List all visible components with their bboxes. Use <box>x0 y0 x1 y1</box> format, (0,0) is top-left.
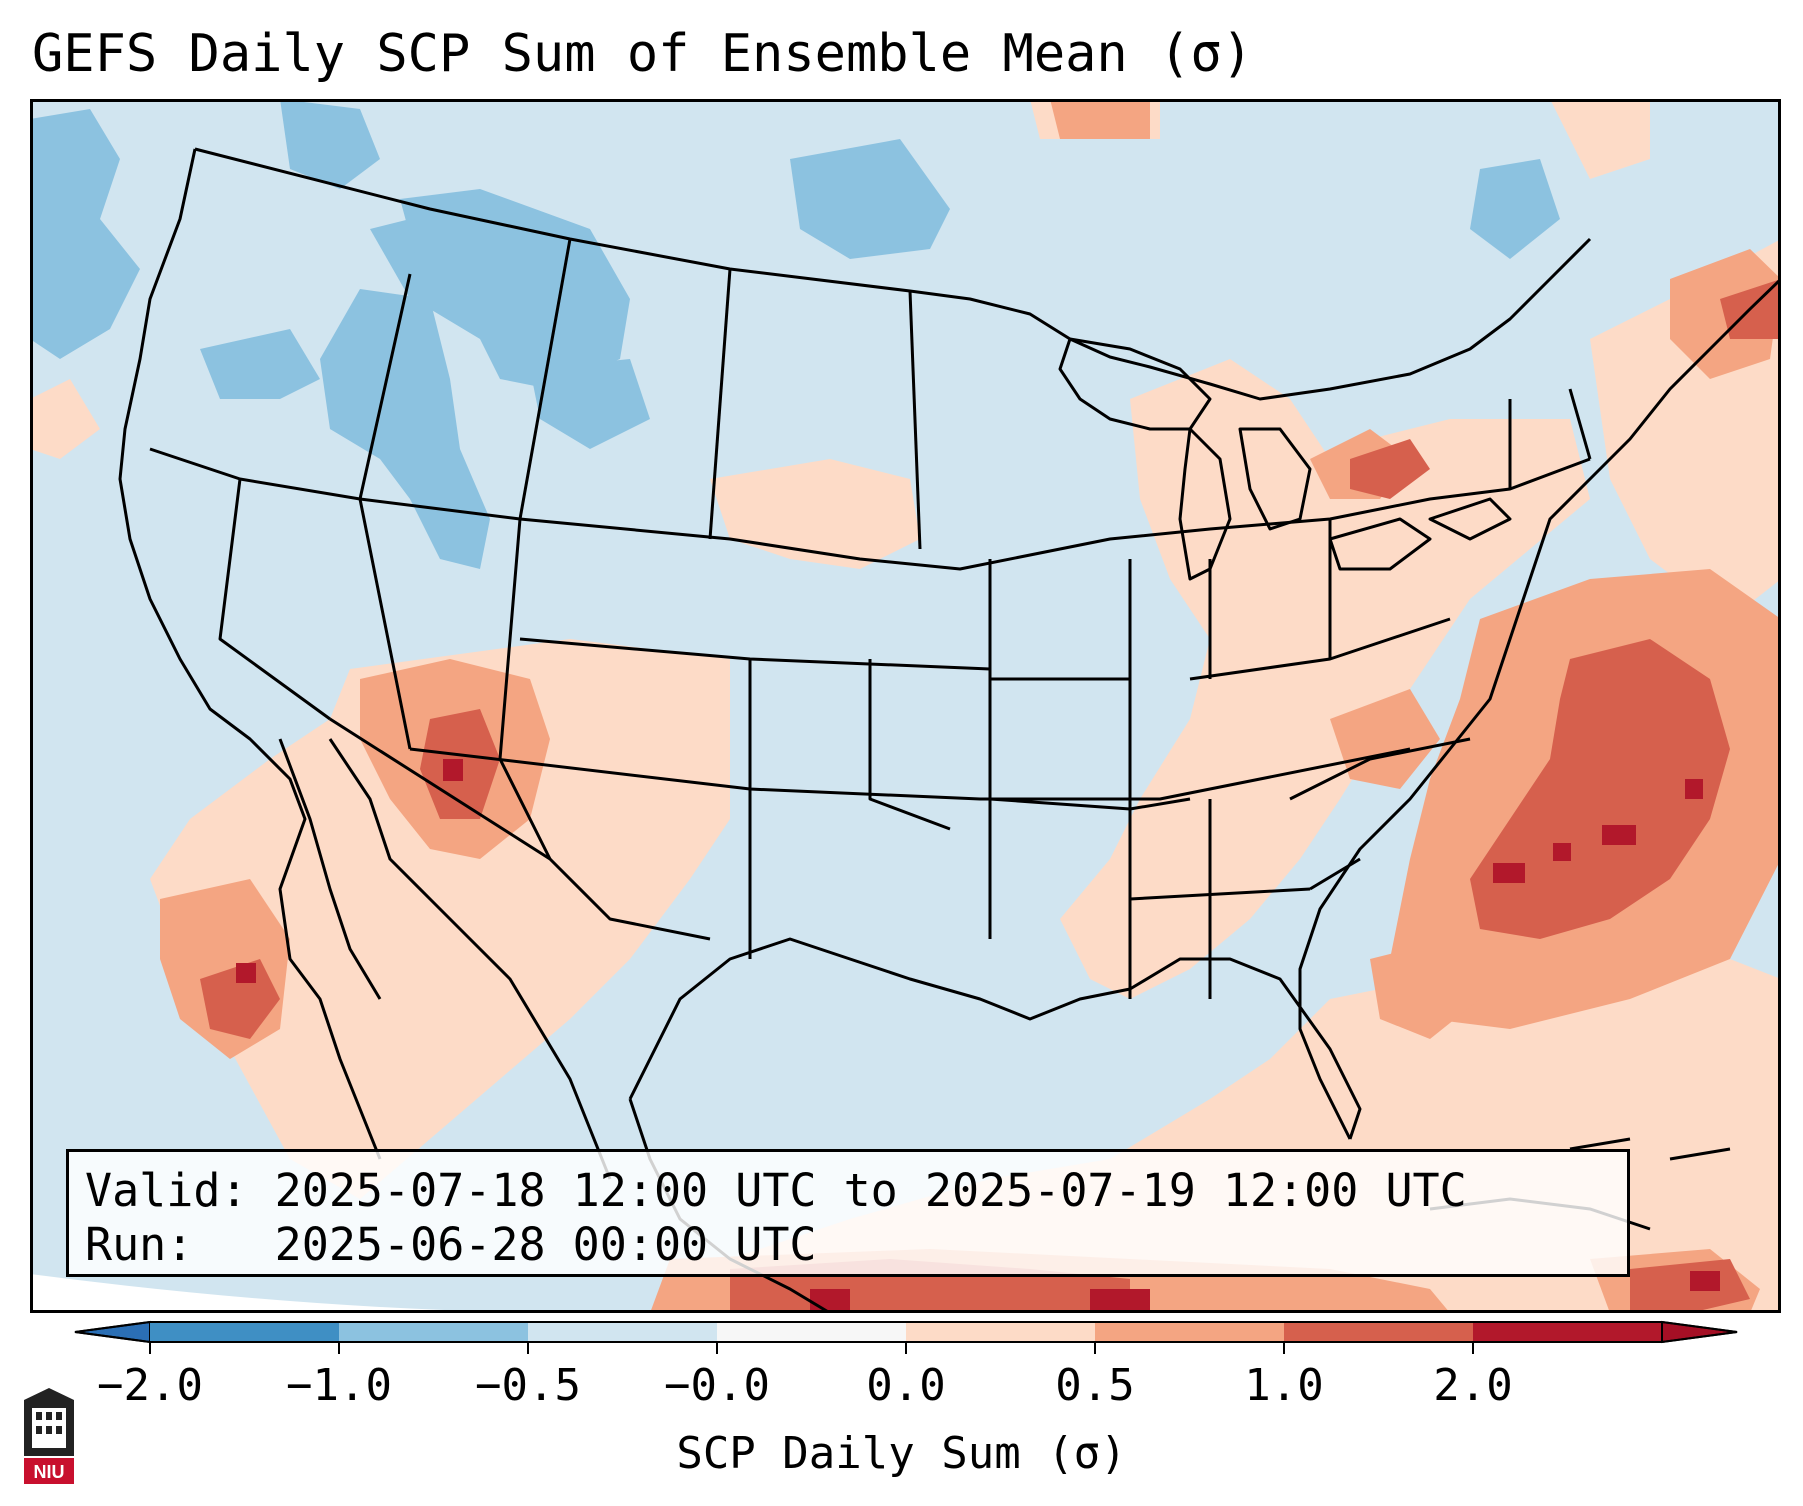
info-box: Valid: 2025-07-18 12:00 UTC to 2025-07-1… <box>66 1149 1630 1277</box>
run-line: Run: 2025-06-28 00:00 UTC <box>85 1218 817 1271</box>
colorbar-segment <box>150 1322 340 1342</box>
colorbar-segment <box>528 1322 718 1342</box>
colorbar-over-arrow <box>1661 1320 1738 1344</box>
logo-text: NIU <box>34 1462 65 1482</box>
colorbar-tick-label: 0.0 <box>866 1360 945 1411</box>
colorbar-segments <box>74 1320 1738 1344</box>
colorbar-segment <box>1095 1322 1285 1342</box>
run-value: 2025-06-28 00:00 UTC <box>274 1218 817 1271</box>
colorbar-tick-label: −0.5 <box>475 1360 581 1411</box>
colorbar-ticks: −2.0 −1.0 −0.5 −0.0 0.0 0.5 1.0 2.0 <box>97 1342 1513 1411</box>
negative-anomaly-regions <box>30 99 1560 569</box>
colorbar-label: SCP Daily Sum (σ) <box>676 1428 1127 1479</box>
map-frame <box>30 99 1781 1313</box>
colorbar-under-arrow <box>74 1320 151 1344</box>
colorbar-tick-label: 1.0 <box>1244 1360 1323 1411</box>
boundary-lines <box>118 147 1781 1313</box>
off-domain-corner <box>30 1274 590 1313</box>
colorbar-segment <box>717 1322 907 1342</box>
colorbar-segment <box>1284 1322 1474 1342</box>
valid-label: Valid: <box>85 1164 248 1217</box>
colorbar-tick-label: −1.0 <box>286 1360 392 1411</box>
extreme-positive-cells <box>236 759 1720 1313</box>
colorbar-tick-label: −0.0 <box>664 1360 770 1411</box>
colorbar: −2.0 −1.0 −0.5 −0.0 0.0 0.5 1.0 2.0 <box>74 1320 1738 1411</box>
anomaly-map <box>30 99 1781 1313</box>
colorbar-segment <box>906 1322 1096 1342</box>
colorbar-tick-label: 0.5 <box>1055 1360 1134 1411</box>
colorbar-segment <box>339 1322 529 1342</box>
colorbar-tick-label: 2.0 <box>1433 1360 1512 1411</box>
colorbar-segment <box>1473 1322 1663 1342</box>
valid-line: Valid: 2025-07-18 12:00 UTC to 2025-07-1… <box>85 1164 1467 1217</box>
run-label: Run: <box>85 1218 194 1271</box>
niu-logo: NIU <box>24 1388 74 1484</box>
map-title: GEFS Daily SCP Sum of Ensemble Mean (σ) <box>32 24 1253 84</box>
colorbar-tick-label: −2.0 <box>97 1360 203 1411</box>
map-panel <box>30 99 1781 1313</box>
valid-value: 2025-07-18 12:00 UTC to 2025-07-19 12:00… <box>274 1164 1467 1217</box>
